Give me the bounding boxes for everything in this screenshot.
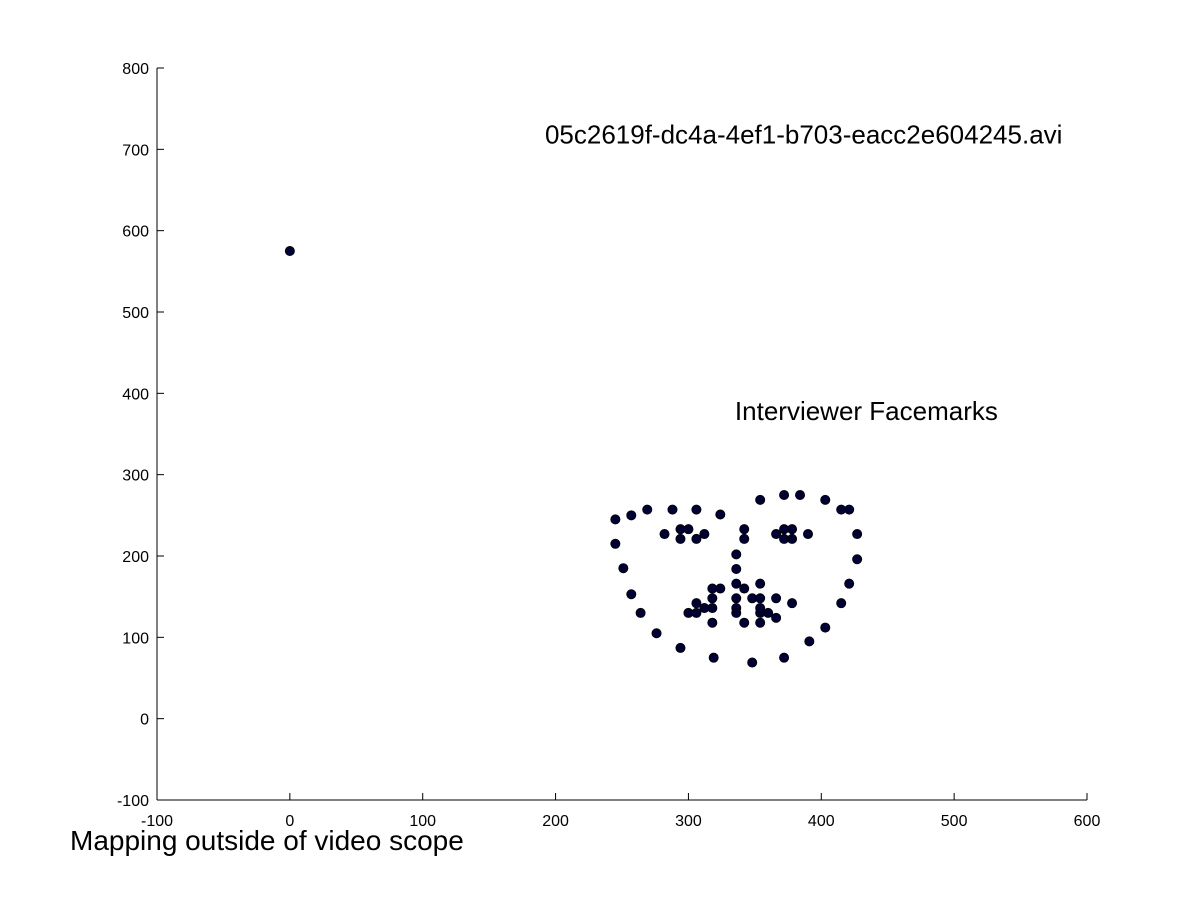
data-point — [739, 524, 750, 535]
data-point — [731, 578, 742, 589]
y-tick-label: 0 — [140, 712, 149, 729]
y-tick-label: 500 — [122, 305, 149, 322]
data-point — [763, 607, 774, 618]
data-point — [779, 652, 790, 663]
data-point — [691, 607, 702, 618]
data-point — [691, 533, 702, 544]
data-point — [626, 589, 637, 600]
x-tick-label: 300 — [675, 813, 702, 830]
data-point — [755, 617, 766, 628]
data-point — [667, 504, 678, 515]
y-tick-label: -100 — [117, 793, 149, 810]
data-point — [804, 636, 815, 647]
data-point — [707, 593, 718, 604]
data-point — [836, 504, 847, 515]
data-point — [731, 549, 742, 560]
x-tick-label: -100 — [141, 813, 173, 830]
data-point — [699, 529, 710, 540]
data-point — [771, 593, 782, 604]
data-point — [731, 564, 742, 575]
data-point — [779, 489, 790, 500]
x-tick-label: 0 — [285, 813, 294, 830]
x-tick-label: 400 — [808, 813, 835, 830]
data-point — [852, 554, 863, 565]
data-point — [771, 529, 782, 540]
x-tick-label: 200 — [542, 813, 569, 830]
data-point — [675, 642, 686, 653]
data-point — [707, 617, 718, 628]
y-tick-label: 400 — [122, 386, 149, 403]
data-point — [820, 494, 831, 505]
data-point — [715, 583, 726, 594]
data-point — [708, 652, 719, 663]
filename-annotation: 05c2619f-dc4a-4ef1-b703-eacc2e604245.avi — [545, 119, 1063, 149]
y-tick-label: 200 — [122, 549, 149, 566]
data-point — [803, 529, 814, 540]
data-point — [739, 583, 750, 594]
data-point — [771, 612, 782, 623]
y-tick-label: 800 — [122, 61, 149, 78]
data-point — [779, 533, 790, 544]
y-tick-label: 600 — [122, 224, 149, 241]
data-point — [820, 622, 831, 633]
y-tick-labels: -100 0 100 200 300 400 500 600 700 800 — [117, 61, 149, 810]
data-point — [284, 245, 295, 256]
y-tick-label: 300 — [122, 468, 149, 485]
data-point — [715, 509, 726, 520]
data-point — [683, 524, 694, 535]
data-point — [755, 578, 766, 589]
facemarks-annotation: Interviewer Facemarks — [735, 396, 998, 426]
data-point — [610, 538, 621, 549]
x-tick-label: 100 — [409, 813, 436, 830]
data-point — [747, 657, 758, 668]
y-tick-label: 100 — [122, 630, 149, 647]
data-point — [707, 603, 718, 614]
data-point — [626, 510, 637, 521]
data-point — [635, 607, 646, 618]
x-tick-label: 500 — [941, 813, 968, 830]
data-point — [739, 617, 750, 628]
data-point — [659, 529, 670, 540]
data-point — [642, 504, 653, 515]
data-point — [836, 598, 847, 609]
y-tick-label: 700 — [122, 142, 149, 159]
data-point — [852, 529, 863, 540]
data-point — [651, 628, 662, 639]
data-point — [691, 598, 702, 609]
data-point — [739, 533, 750, 544]
data-point — [844, 578, 855, 589]
x-tick-label: 600 — [1074, 813, 1101, 830]
data-point — [787, 524, 798, 535]
data-point — [755, 603, 766, 614]
data-point — [787, 598, 798, 609]
data-point — [755, 593, 766, 604]
data-point — [610, 514, 621, 525]
data-point — [691, 504, 702, 515]
x-tick-labels: -100 0 100 200 300 400 500 600 — [141, 813, 1100, 830]
data-point — [618, 563, 629, 574]
data-point — [731, 607, 742, 618]
data-point — [755, 494, 766, 505]
tick-marks — [156, 67, 1088, 801]
footer-caption: Mapping outside of video scope — [70, 825, 464, 856]
data-point — [731, 593, 742, 604]
data-point — [675, 533, 686, 544]
axes — [156, 68, 1087, 801]
data-point — [795, 489, 806, 500]
data-points — [284, 245, 863, 668]
